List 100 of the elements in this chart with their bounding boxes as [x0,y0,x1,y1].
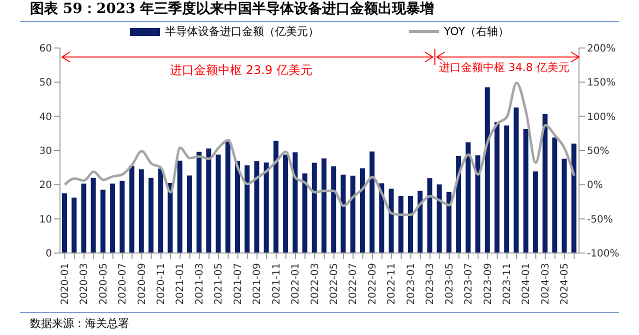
bar [186,175,192,253]
line-series [64,82,576,216]
bar [360,168,365,253]
bar [562,158,567,253]
bar [379,183,384,253]
x-tick-label: 2023-09 [482,263,494,305]
y2-tick-label: 200% [587,44,616,55]
x-tick-label: 2022-11 [386,263,398,305]
bar [206,148,212,253]
y-tick-label: 30 [39,146,52,158]
annotation: 进口金额中枢 23.9 亿美元 [170,62,312,79]
x-tick-label: 2023-11 [502,263,514,305]
y2-tick-label: 0% [587,180,603,192]
y-tick-label: 50 [39,78,52,89]
y2-tick-label: 150% [587,78,616,89]
x-tick-label: 2020-11 [156,263,168,305]
x-tick-label: 2022-07 [348,263,360,305]
x-tick-label: 2020-01 [60,263,71,305]
y2-tick-label: 100% [587,112,616,123]
bar [235,161,240,253]
bar [466,142,471,253]
bar [514,107,519,253]
bar [427,178,432,253]
bar [340,174,346,253]
y-tick-label: 20 [39,180,52,192]
bar [283,154,288,253]
source-note: 数据来源：海关总署 [30,316,129,331]
x-tick-label: 2023-05 [444,263,456,305]
x-tick-label: 2023-03 [425,263,436,305]
bar [408,196,413,253]
bar [436,184,442,253]
x-tick-label: 2023-07 [464,263,475,305]
bar [292,152,298,253]
x-tick-label: 2020-05 [98,263,110,305]
bar [312,162,317,253]
y-tick-label: 0 [46,248,52,260]
bar [158,168,164,253]
bar [331,166,336,253]
y2-tick-label: -100% [587,248,620,260]
bar [90,178,96,253]
bar [446,192,452,253]
bar [302,173,308,253]
bar [196,152,202,253]
x-tick-label: 2024-05 [560,263,571,305]
x-tick-label: 2021-11 [271,263,282,305]
chart-title: 图表 59：2023 年三季度以来中国半导体设备进口金额出现暴增 [30,0,434,18]
bar [388,188,394,253]
y-tick-label: 40 [39,112,52,123]
bar [81,184,86,253]
bar [398,196,404,253]
bar [216,154,221,253]
bar [62,193,67,253]
bar [120,180,125,253]
y-tick-label: 60 [39,44,52,55]
bar [100,190,106,253]
x-tick-label: 2021-09 [252,263,264,305]
bar [552,138,558,253]
x-tick-label: 2021-05 [214,263,225,305]
x-tick-label: 2024-01 [521,263,532,305]
x-tick-label: 2022-09 [367,263,378,305]
bar [110,184,116,253]
y2-tick-label: 50% [587,146,610,158]
bar [532,171,538,253]
x-tick-label: 2020-09 [136,263,148,305]
bar [72,198,77,253]
bar [504,126,510,253]
bar [571,144,576,253]
bar [177,160,182,253]
bar [254,161,260,253]
bar [244,165,250,253]
x-tick-label: 2020-03 [79,263,90,305]
bar [523,128,528,253]
bar [148,178,154,253]
y-tick-label: 10 [39,214,52,226]
bar [418,190,423,253]
bar [129,166,134,253]
x-tick-label: 2022-05 [329,263,340,305]
legend-label: YOY（右轴） [444,24,509,39]
bar [456,156,462,253]
x-tick-label: 2021-07 [232,263,244,305]
x-tick-label: 2021-03 [194,263,206,305]
bar [542,114,548,253]
x-tick-label: 2020-07 [118,263,129,305]
bar [168,182,173,253]
bar [350,176,356,253]
bar [475,155,480,253]
x-tick-label: 2022-01 [290,263,302,305]
bar [322,158,326,253]
x-tick-label: 2021-01 [175,263,186,305]
x-tick-label: 2023-01 [406,263,417,305]
bar [370,152,375,253]
bar [138,169,144,253]
annotation: 进口金额中枢 34.8 亿美元 [438,60,570,75]
bar [484,87,490,253]
x-tick-label: 2024-03 [540,263,552,305]
y2-tick-label: -50% [587,214,613,226]
x-tick-label: 2022-03 [310,263,321,305]
legend-label: 半导体设备进口金额（亿美元） [165,24,320,39]
bar [273,140,278,253]
bar [494,122,500,253]
